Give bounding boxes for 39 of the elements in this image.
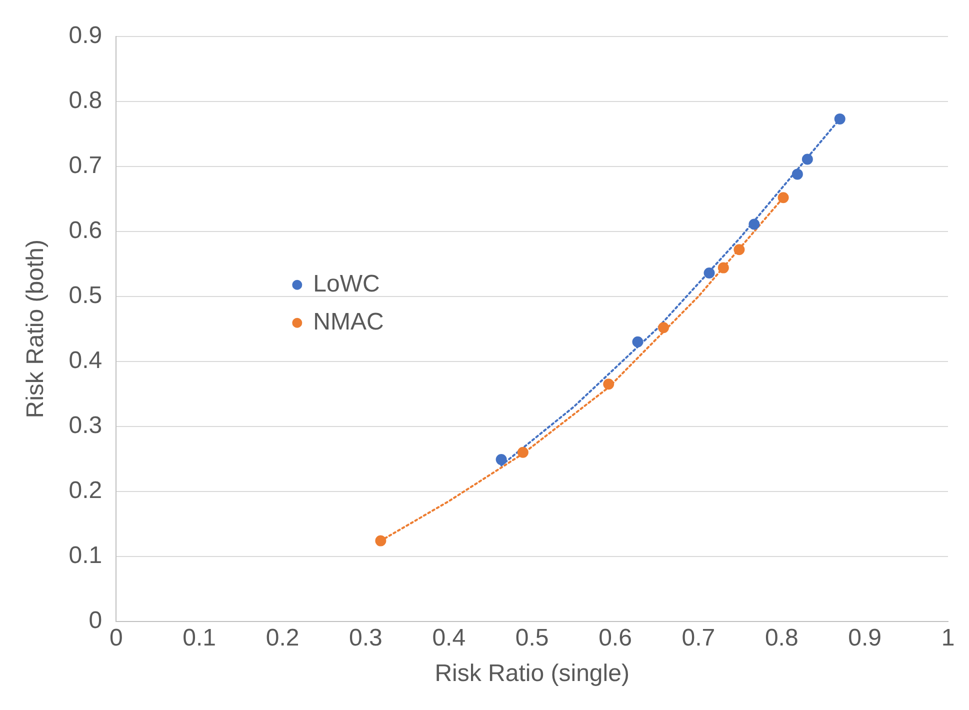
x-tick-label: 0.7 [682, 624, 716, 652]
point [718, 262, 729, 274]
point [834, 113, 846, 124]
x-axis-title: Risk Ratio (single) [434, 660, 630, 688]
point [658, 322, 670, 334]
y-tick-label: 0 [88, 607, 102, 634]
y-tick-label: 0.3 [68, 412, 102, 440]
y-tick-label: 0.7 [68, 152, 102, 180]
point [496, 454, 507, 466]
x-tick-label: 0.2 [266, 624, 300, 652]
x-tick-label: 0.8 [764, 624, 798, 652]
point [792, 168, 803, 180]
point [748, 218, 760, 230]
x-tick-label: 1 [941, 624, 955, 652]
y-tick-label: 0.5 [68, 282, 102, 310]
x-tick-label: 0.9 [848, 624, 882, 652]
point [734, 244, 745, 256]
y-tick-label: 0.6 [68, 217, 102, 244]
point [603, 378, 614, 390]
legend-label: NMAC [313, 308, 384, 336]
point [632, 336, 644, 348]
y-tick-label: 0.9 [68, 22, 102, 50]
y-tick-label: 0.8 [68, 87, 102, 114]
point [778, 192, 789, 204]
y-axis-title: Risk Ratio (both) [22, 240, 50, 418]
point [517, 446, 528, 458]
legend-label: LoWC [313, 270, 380, 298]
x-tick-label: 0.1 [182, 624, 216, 652]
y-tick-label: 0.2 [68, 477, 102, 504]
y-tick-label: 0.1 [68, 542, 102, 570]
x-tick-label: 0.4 [432, 624, 466, 652]
x-tick-label: 0.3 [349, 624, 382, 652]
x-tick-label: 0.6 [598, 624, 632, 652]
point [375, 535, 386, 546]
x-tick-label: 0.5 [515, 624, 549, 652]
y-tick-label: 0.4 [68, 347, 102, 374]
point [704, 268, 715, 278]
x-tick-label: 0 [109, 624, 123, 652]
point [802, 154, 813, 165]
